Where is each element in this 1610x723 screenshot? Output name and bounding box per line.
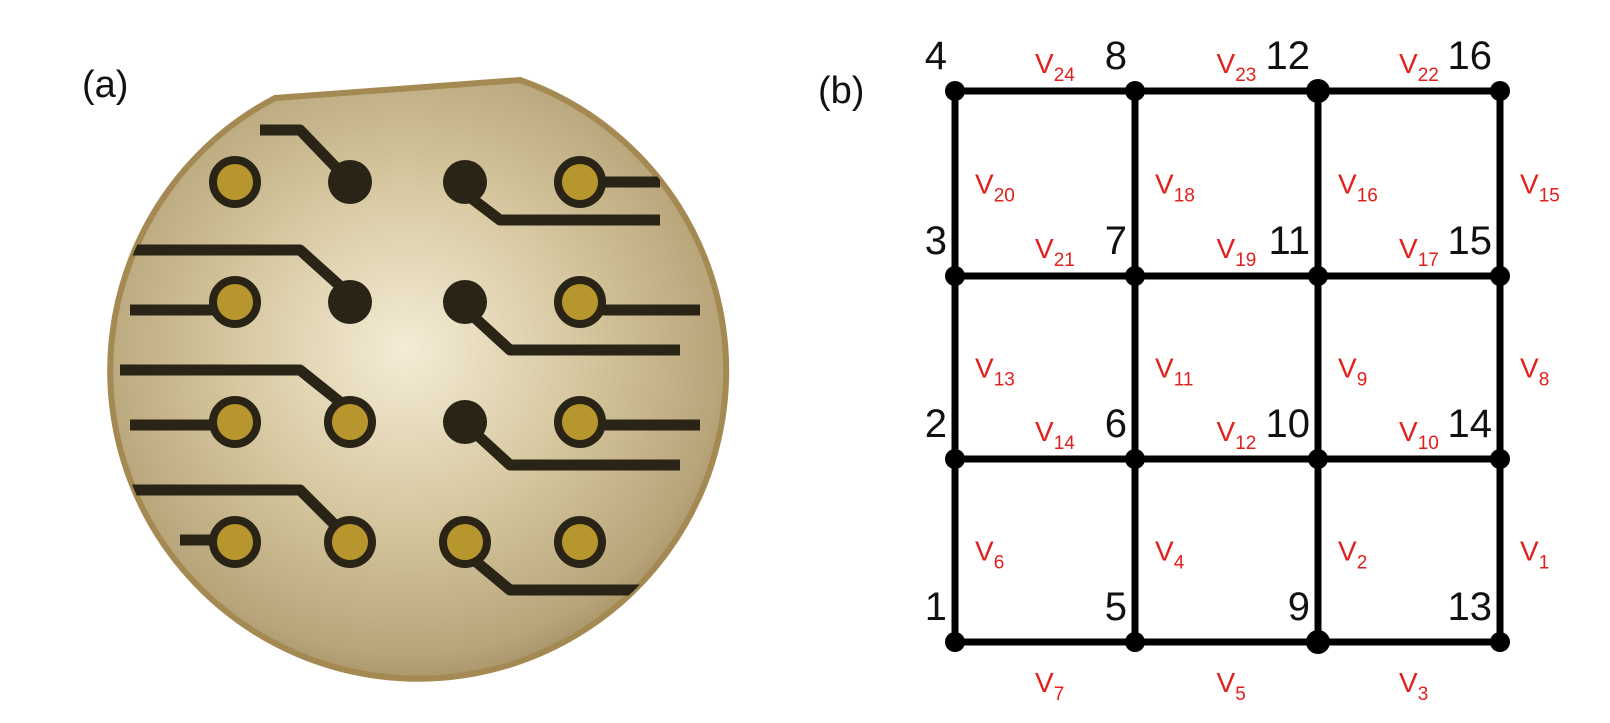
grid-node-12 <box>1306 79 1330 103</box>
board-pads <box>209 156 606 568</box>
edge-label-v8: V8 <box>1520 353 1549 391</box>
edge-label-v15: V15 <box>1520 169 1560 207</box>
edge-label-v10: V10 <box>1399 416 1439 454</box>
grid-node-3 <box>945 266 965 286</box>
edge-label-v24: V24 <box>1035 48 1075 86</box>
node-label-13: 13 <box>1448 585 1493 629</box>
node-label-2: 2 <box>925 402 947 446</box>
grid-node-9 <box>1306 630 1330 654</box>
grid-node-1 <box>945 632 965 652</box>
node-label-10: 10 <box>1266 402 1311 446</box>
edge-label-v12: V12 <box>1217 416 1257 454</box>
grid-node-8 <box>1125 81 1145 101</box>
edge-label-v1: V1 <box>1520 536 1549 574</box>
grid-node-7 <box>1125 266 1145 286</box>
grid-node-13 <box>1490 632 1510 652</box>
electrode-board-photo <box>107 76 730 682</box>
node-label-6: 6 <box>1105 402 1127 446</box>
node-label-12: 12 <box>1266 34 1311 78</box>
node-label-11: 11 <box>1268 219 1310 263</box>
grid-node-11 <box>1308 266 1328 286</box>
edge-label-v18: V18 <box>1155 169 1195 207</box>
node-label-8: 8 <box>1105 34 1127 78</box>
edge-label-v3: V3 <box>1399 667 1428 705</box>
node-label-5: 5 <box>1105 585 1127 629</box>
edge-label-v9: V9 <box>1338 353 1367 391</box>
edge-label-v13: V13 <box>975 353 1015 391</box>
edge-label-v17: V17 <box>1399 233 1439 271</box>
edge-label-v7: V7 <box>1035 667 1064 705</box>
grid-edge-labels: V1 V2 V3 V4 V5 V6 V7 V8 V9 V10 V11 V12 V13 V14 V15 V16 V… <box>975 48 1560 705</box>
node-label-4: 4 <box>925 34 947 78</box>
grid-node-6 <box>1125 449 1145 469</box>
edge-label-v23: V23 <box>1217 48 1257 86</box>
edge-label-v20: V20 <box>975 169 1015 207</box>
node-label-9: 9 <box>1288 585 1310 629</box>
panel-b-label: (b) <box>818 70 865 112</box>
edge-label-v11: V11 <box>1155 353 1193 391</box>
node-label-16: 16 <box>1448 34 1493 78</box>
edge-label-v14: V14 <box>1035 416 1075 454</box>
edge-label-v4: V4 <box>1155 536 1185 574</box>
node-label-7: 7 <box>1105 219 1127 263</box>
edge-label-v2: V2 <box>1338 536 1367 574</box>
grid-node-15 <box>1490 266 1510 286</box>
grid-node-14 <box>1490 449 1510 469</box>
edge-label-v22: V22 <box>1399 48 1439 86</box>
grid-lines <box>951 87 1504 646</box>
edge-label-v6: V6 <box>975 536 1004 574</box>
grid-node-4 <box>945 81 965 101</box>
grid-node-5 <box>1125 632 1145 652</box>
edge-label-v16: V16 <box>1338 169 1378 207</box>
edge-label-v5: V5 <box>1217 667 1246 705</box>
edge-label-v19: V19 <box>1217 233 1257 271</box>
grid-node-16 <box>1490 81 1510 101</box>
node-label-1: 1 <box>925 585 947 629</box>
node-label-14: 14 <box>1448 402 1493 446</box>
edge-label-v21: V21 <box>1035 233 1075 271</box>
node-label-15: 15 <box>1448 219 1493 263</box>
panel-a-label: (a) <box>82 64 129 106</box>
grid-node-2 <box>945 449 965 469</box>
grid-node-10 <box>1308 449 1328 469</box>
grid-nodes <box>945 79 1510 654</box>
node-label-3: 3 <box>925 219 947 263</box>
